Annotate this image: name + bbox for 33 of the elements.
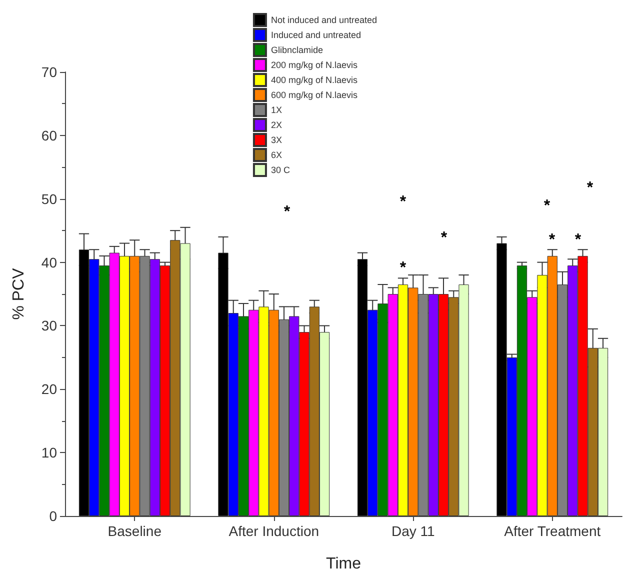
legend-label: 3X [270, 135, 282, 145]
y-axis-title: % PCV [10, 268, 28, 320]
legend-label: Glibnclamide [270, 45, 323, 55]
annotation: * [544, 198, 551, 214]
legend-label: Induced and untreated [270, 30, 362, 40]
legend-label: 600 mg/kg of N.laevis [270, 90, 358, 100]
x-tick-label: After Treatment [504, 523, 601, 539]
x-tick-label: After Induction [228, 523, 320, 539]
y-tick-label: 10 [41, 444, 58, 461]
annotation: * [548, 232, 556, 248]
legend-label: Not induced and untreated [270, 15, 378, 25]
y-tick-label: 60 [41, 127, 58, 144]
annotation: * [400, 194, 407, 210]
annotation: * [440, 230, 448, 246]
annotation: * [284, 204, 291, 220]
legend-label: 200 mg/kg of N.laevis [270, 60, 358, 70]
legend-label: 6X [270, 150, 282, 160]
y-tick-label: 0 [49, 508, 58, 524]
x-tick-label: Day 11 [391, 523, 435, 539]
annotation: * [400, 260, 407, 276]
annotation: * [586, 180, 594, 196]
y-tick-label: 50 [41, 190, 58, 207]
legend-label: 1X [270, 105, 282, 115]
legend-label: 400 mg/kg of N.laevis [270, 75, 358, 85]
y-tick-label: 30 [41, 318, 58, 334]
y-tick-label: 20 [41, 381, 58, 398]
legend-label: 30 C [270, 165, 290, 175]
x-axis-title: Time [326, 556, 362, 572]
x-tick-label: Baseline [108, 523, 162, 539]
legend-label: 2X [270, 120, 282, 130]
annotation: * [574, 232, 582, 248]
y-tick-label: 70 [41, 64, 58, 80]
y-tick-label: 40 [41, 254, 58, 270]
